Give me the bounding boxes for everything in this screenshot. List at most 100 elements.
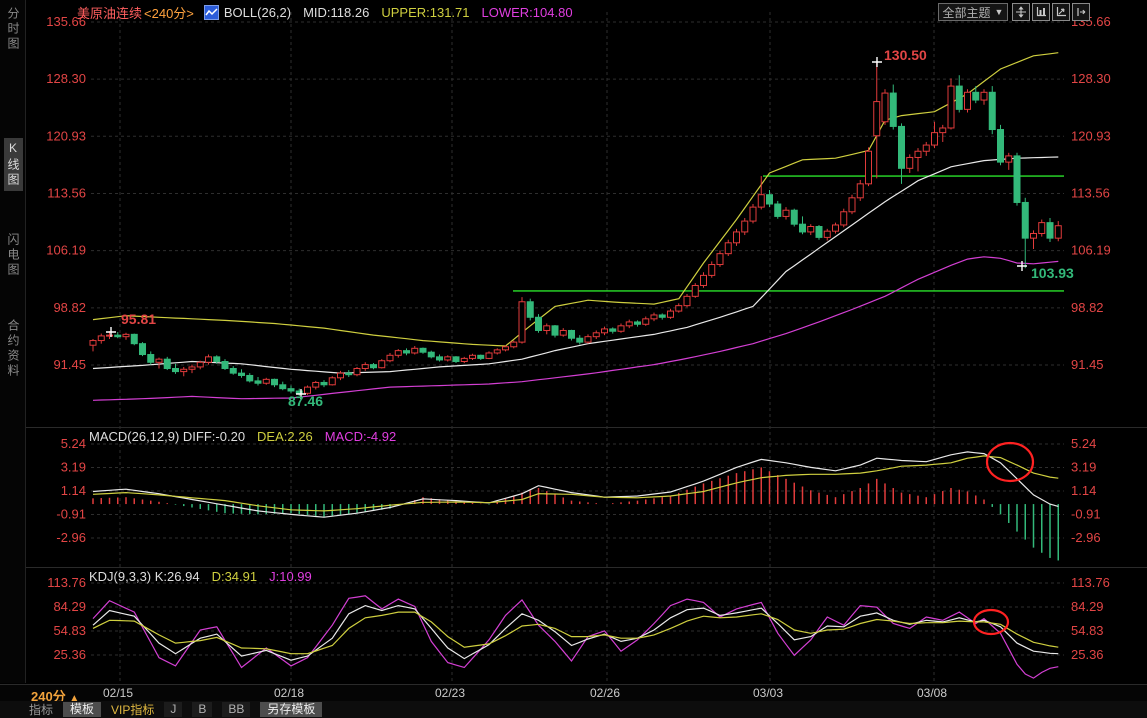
candle-body [766,194,773,205]
candle-body [246,374,254,382]
kdj-j-line [92,595,1059,679]
candle-body [518,301,526,343]
boll-lower-line [92,256,1059,401]
price-tick-label: 135.66 [46,14,86,29]
candle-body [906,156,914,169]
candle-body [634,321,641,325]
kdj-tick-label: 84.29 [1071,599,1104,614]
candle-body [386,354,394,362]
sidebar-item-lightning-chart[interactable]: 闪电图 [6,233,20,278]
kdj-j-value: J:10.99 [269,569,312,584]
xaxis-row: 240分 ▲ 02/15 02/18 02/23 02/26 03/03 03/08 [0,684,1147,705]
candle-body [543,325,551,331]
theme-dropdown[interactable]: 全部主题 ▼ [938,3,1008,21]
candle-body [947,85,955,129]
kdj-d-value: D:34.91 [211,569,258,584]
candle-body [411,347,419,354]
toolbar-save-template-button[interactable]: 另存模板 [260,702,323,717]
macd-tick-label: 3.19 [1071,459,1096,474]
macd-hist-value: MACD:-4.92 [324,429,397,444]
candle-body [931,132,938,146]
macd-tick-label: 5.24 [61,436,86,451]
candle-body [584,336,592,343]
candle-body [477,354,485,359]
boll-mid-line [92,156,1059,374]
candle-body [493,349,501,354]
candle-body [254,380,262,384]
toolbar-tab-b[interactable]: B [192,702,213,717]
bottom-toolbar: 指标 模板 VIP指标 J B BB 另存模板 [0,701,1147,718]
kdj-panel [92,595,1059,679]
price-tick-label: 113.56 [1071,185,1110,200]
candle-body [97,335,105,342]
candle-body [485,352,493,359]
candle-body [733,231,740,244]
macd-tick-label: -0.91 [1071,506,1101,521]
candle-body [427,351,435,358]
candle-body [609,328,617,332]
candle-body [238,372,245,376]
period-selector[interactable]: 240分 ▲ [31,686,79,705]
candle-body [642,318,650,325]
candle-body [114,334,122,338]
macd-tick-label: 1.14 [1071,483,1096,498]
price-annotation: 103.93 [1031,265,1074,281]
price-annotation: 87.46 [288,393,323,409]
candle-body [139,343,146,356]
macd-tick-label: -2.96 [1071,530,1101,545]
highlight-circle [985,441,1035,483]
price-tick-label: 91.45 [53,357,86,372]
cross-marker [872,57,882,67]
macd-diff-line [92,451,1059,518]
toolbar-indicators-button[interactable]: 指标 [29,703,54,717]
candle-body [617,325,625,332]
candle-body [130,333,138,345]
candle-body [1046,222,1054,239]
crosshair-icon[interactable] [1012,3,1030,21]
kdj-k-line [92,604,1059,661]
candle-body [790,209,798,225]
triangle-up-icon: ▲ [69,693,80,704]
candle-body [700,274,707,286]
candle-body [469,354,476,359]
candle-body [691,284,699,297]
candle-body [328,377,336,386]
price-tick-label: 106.19 [1071,243,1111,258]
toolbar-tab-j[interactable]: J [164,702,183,717]
date-label: 03/03 [753,686,784,700]
candle-body [188,366,196,370]
candle-body [939,127,947,134]
candle-body [452,356,460,363]
price-tick-label: 120.93 [46,128,86,143]
candle-body [997,129,1004,163]
candle-body [122,333,130,338]
page-shift-icon[interactable] [1072,3,1090,21]
candle-body [1038,222,1046,234]
kdj-tick-label: 25.36 [53,647,86,662]
candle-body [337,372,344,379]
toolbar-tab-bb[interactable]: BB [222,702,251,717]
axis-scale-icon[interactable] [1032,3,1050,21]
cross-marker [106,327,116,337]
kdj-tick-label: 113.76 [1071,575,1110,590]
candle-body [576,337,584,343]
candle-body [1013,155,1021,203]
candle-body [378,360,386,369]
sidebar-item-kline-chart[interactable]: K线图 [4,138,23,191]
candle-body [361,364,369,369]
toolbar-vip-indicator-button[interactable]: VIP指标 [111,703,155,717]
boll-upper-value: UPPER:131.71 [381,4,470,20]
theme-dropdown-label: 全部主题 [942,5,991,20]
candle-body [757,194,765,208]
boll-upper-line [92,52,1059,347]
sidebar-item-time-chart[interactable]: 分时图 [6,7,20,52]
macd-dea-value: DEA:2.26 [257,429,313,444]
sidebar-item-contract-info[interactable]: 合约资料 [6,319,20,379]
candle-body [213,356,221,363]
toolbar-template-button[interactable]: 模板 [63,702,102,717]
axis-trend-icon[interactable] [1052,3,1070,21]
annotation-layer: 130.50 95.81 87.46 103.93 [106,47,1074,636]
